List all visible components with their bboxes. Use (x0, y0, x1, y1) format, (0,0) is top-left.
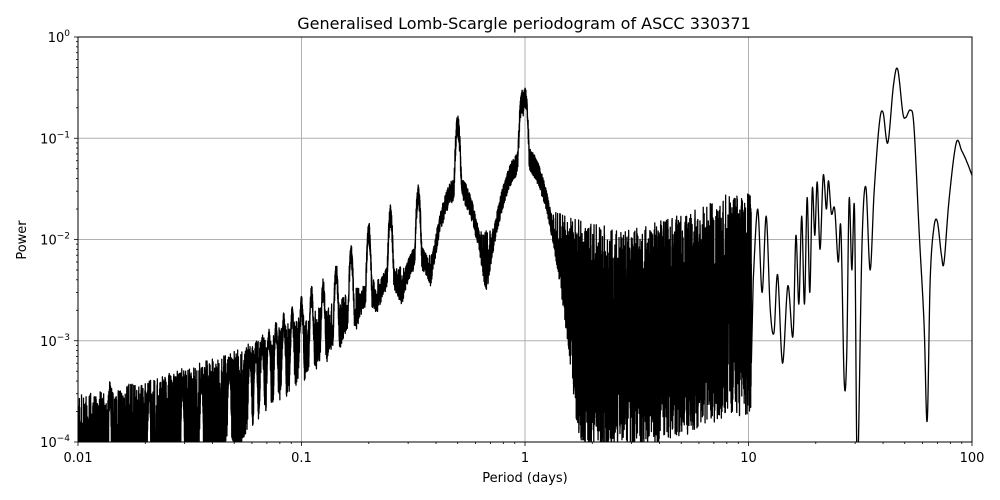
x-axis-label: Period (days) (482, 471, 568, 486)
y-tick-label: 10−2 (40, 232, 70, 249)
x-tick-label: 10 (740, 451, 757, 466)
y-tick-label: 100 (48, 29, 71, 46)
x-tick-label: 1 (521, 451, 529, 466)
x-tick-label: 100 (960, 451, 985, 466)
chart-title: Generalised Lomb-Scargle periodogram of … (297, 14, 751, 33)
power-series-line (78, 67, 972, 442)
x-tick-label: 0.01 (64, 451, 93, 466)
y-tick-label: 10−1 (40, 130, 70, 147)
y-axis-label: Power (15, 220, 30, 260)
y-tick-label: 10−3 (40, 333, 70, 350)
x-tick-label: 0.1 (291, 451, 312, 466)
x-axis-ticks: 0.01 0.1 1 10 100 (64, 442, 985, 466)
y-tick-label: 10−4 (40, 434, 70, 451)
y-axis-ticks: 100 10−1 10−2 10−3 10−4 (40, 29, 78, 451)
